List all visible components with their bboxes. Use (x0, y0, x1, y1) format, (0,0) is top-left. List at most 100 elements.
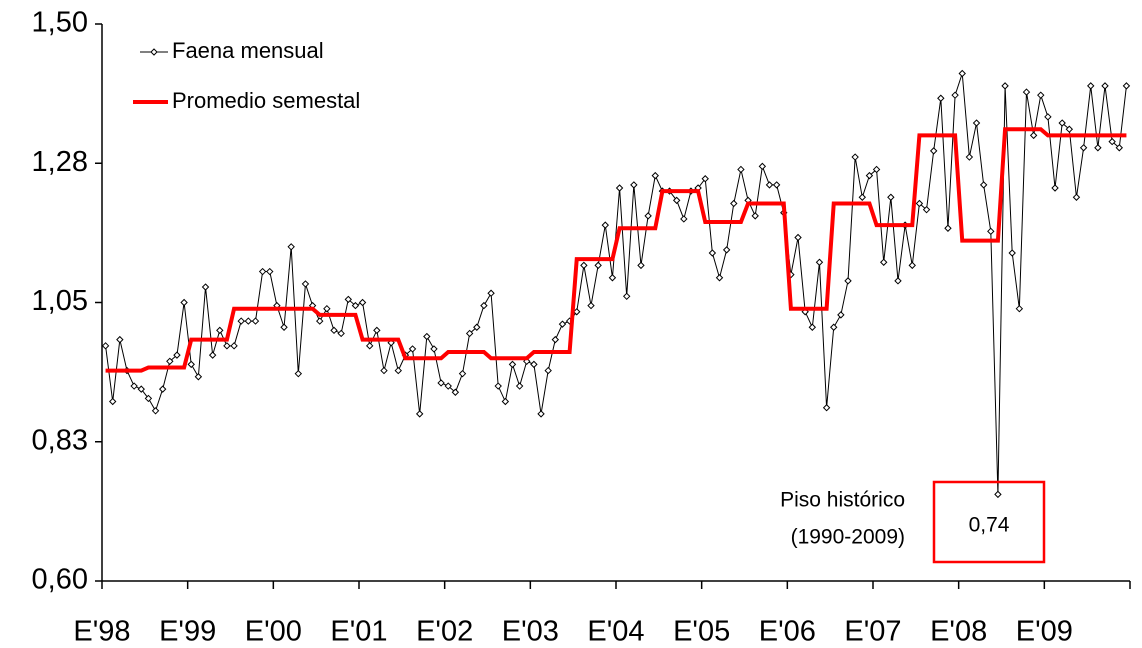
point-marker (1065, 125, 1074, 133)
point-marker (173, 351, 181, 359)
point-marker (972, 119, 981, 127)
point-marker (465, 329, 474, 338)
point-marker (251, 317, 260, 325)
point-marker (1044, 113, 1052, 121)
point-marker (180, 298, 188, 307)
point-marker (580, 261, 588, 270)
point-marker (715, 274, 724, 282)
point-marker (137, 385, 145, 393)
legend-swatch (150, 48, 158, 56)
point-marker (944, 224, 952, 232)
point-marker (444, 382, 452, 390)
point-marker (415, 410, 424, 418)
legend-label: Promedio semestal (172, 88, 360, 113)
point-marker (1015, 304, 1024, 313)
x-tick-label: E'05 (673, 616, 730, 648)
point-marker (830, 323, 838, 331)
point-marker (880, 258, 888, 266)
point-marker (1058, 119, 1066, 127)
point-marker (951, 91, 959, 99)
point-marker (965, 153, 974, 161)
point-marker (1051, 184, 1059, 192)
y-tick-label: 0,83 (32, 424, 88, 456)
point-marker (865, 171, 874, 180)
point-marker (366, 342, 374, 350)
point-marker (144, 394, 153, 403)
point-marker (473, 323, 481, 331)
point-marker (1072, 193, 1081, 201)
point-marker (1079, 144, 1088, 152)
point-marker (323, 304, 331, 313)
point-marker (637, 261, 645, 270)
point-marker (587, 301, 595, 310)
point-marker (373, 326, 381, 335)
legend-label: Faena mensual (172, 38, 324, 63)
point-marker (1101, 82, 1109, 90)
point-marker (151, 407, 160, 415)
point-marker (230, 342, 238, 350)
point-marker (158, 385, 167, 393)
point-marker (1108, 137, 1116, 146)
x-tick-label: E'07 (844, 616, 901, 648)
point-marker (751, 212, 759, 220)
point-marker (601, 221, 609, 229)
point-marker (644, 212, 652, 220)
average-line (105, 127, 1127, 373)
x-tick-label: E'09 (1016, 616, 1073, 648)
point-marker (358, 298, 367, 307)
point-marker (551, 335, 560, 344)
point-marker (1029, 131, 1038, 140)
point-marker (672, 196, 681, 205)
point-marker (722, 246, 731, 254)
point-marker (872, 165, 881, 174)
point-marker (430, 345, 438, 353)
point-marker (730, 199, 738, 208)
point-marker (316, 317, 324, 325)
point-marker (101, 342, 110, 350)
point-marker (351, 301, 360, 310)
annotation-text: Piso histórico (780, 489, 905, 512)
point-marker (187, 360, 195, 369)
point-marker (280, 323, 288, 331)
x-tick-label: E'08 (930, 616, 987, 648)
point-marker (794, 233, 802, 242)
point-marker (515, 382, 524, 390)
point-marker (223, 342, 231, 350)
point-marker (1122, 82, 1131, 90)
point-marker (680, 215, 688, 223)
x-tick-label: E'01 (330, 616, 387, 648)
point-marker (772, 181, 781, 189)
point-marker (166, 357, 174, 366)
point-marker (458, 369, 467, 378)
point-marker (908, 261, 916, 270)
point-marker (844, 277, 852, 285)
monthly-line (105, 73, 1127, 495)
point-marker (1087, 82, 1095, 90)
point-marker (116, 335, 124, 344)
point-marker (922, 205, 931, 214)
point-marker (344, 295, 352, 304)
point-marker (423, 332, 431, 341)
point-marker (979, 181, 988, 189)
point-marker (837, 311, 845, 319)
y-tick-label: 1,50 (32, 7, 88, 39)
point-marker (330, 326, 338, 335)
x-tick-label: E'04 (587, 616, 644, 648)
point-marker (537, 410, 545, 418)
point-marker (737, 165, 745, 174)
point-marker (216, 326, 224, 335)
point-marker (1022, 88, 1031, 96)
point-marker (594, 261, 602, 270)
x-tick-label: E'02 (416, 616, 473, 648)
annotation-box (932, 480, 1046, 564)
point-marker (244, 317, 253, 325)
point-marker (523, 357, 531, 366)
annotation-label: 0,74 (969, 514, 1010, 537)
point-marker (266, 267, 274, 276)
point-marker (408, 345, 417, 353)
point-marker (887, 193, 895, 201)
point-marker (851, 153, 859, 161)
point-marker (451, 388, 460, 396)
x-tick-label: E'98 (73, 616, 130, 648)
